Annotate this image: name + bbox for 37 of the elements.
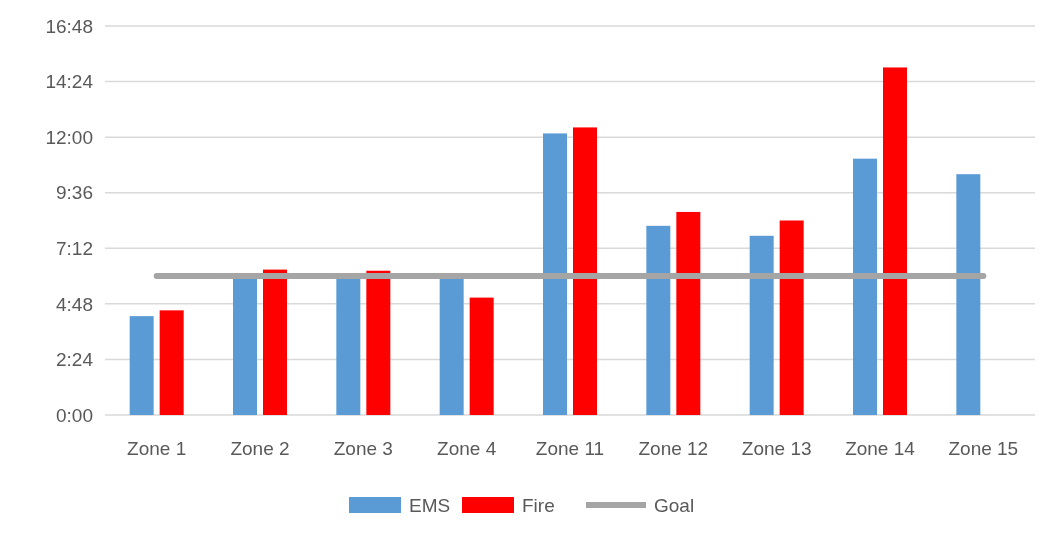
legend-label: Goal [654, 494, 695, 516]
y-tick-label: 16:48 [45, 15, 93, 37]
y-tick-label: 0:00 [56, 404, 93, 426]
x-tick-label: Zone 12 [638, 438, 709, 459]
x-tick-label: Zone 11 [535, 438, 605, 459]
y-tick-label: 4:48 [56, 293, 93, 315]
bar [439, 277, 464, 415]
bar [469, 297, 494, 415]
bar [779, 220, 804, 415]
bar [883, 67, 907, 415]
bar [853, 158, 877, 415]
bar [129, 316, 154, 415]
bar [336, 277, 361, 415]
x-tick-label: Zone 14 [845, 438, 916, 459]
legend-label: Fire [522, 494, 555, 516]
y-tick-label: 9:36 [56, 182, 93, 204]
bar [646, 225, 671, 415]
x-tick-label: Zone 15 [948, 438, 1019, 459]
y-tick-label: 2:24 [56, 349, 94, 371]
bar [159, 310, 184, 415]
bar [956, 174, 981, 415]
y-tick-label: 7:12 [56, 237, 93, 259]
x-tick-label: Zone 1 [127, 438, 187, 459]
x-tick-label: Zone 4 [437, 438, 497, 459]
y-tick-label: 12:00 [45, 126, 93, 148]
bar [366, 270, 391, 415]
legend-label: EMS [409, 494, 451, 516]
bar [749, 235, 774, 415]
bar [573, 127, 597, 415]
x-tick-label: Zone 2 [230, 438, 290, 459]
x-tick-label: Zone 3 [333, 438, 393, 459]
x-tick-label: Zone 13 [741, 438, 812, 459]
y-tick-label: 14:24 [45, 71, 94, 93]
bar [233, 277, 257, 415]
bar [263, 269, 287, 415]
bar [676, 211, 701, 415]
bar [543, 133, 567, 415]
